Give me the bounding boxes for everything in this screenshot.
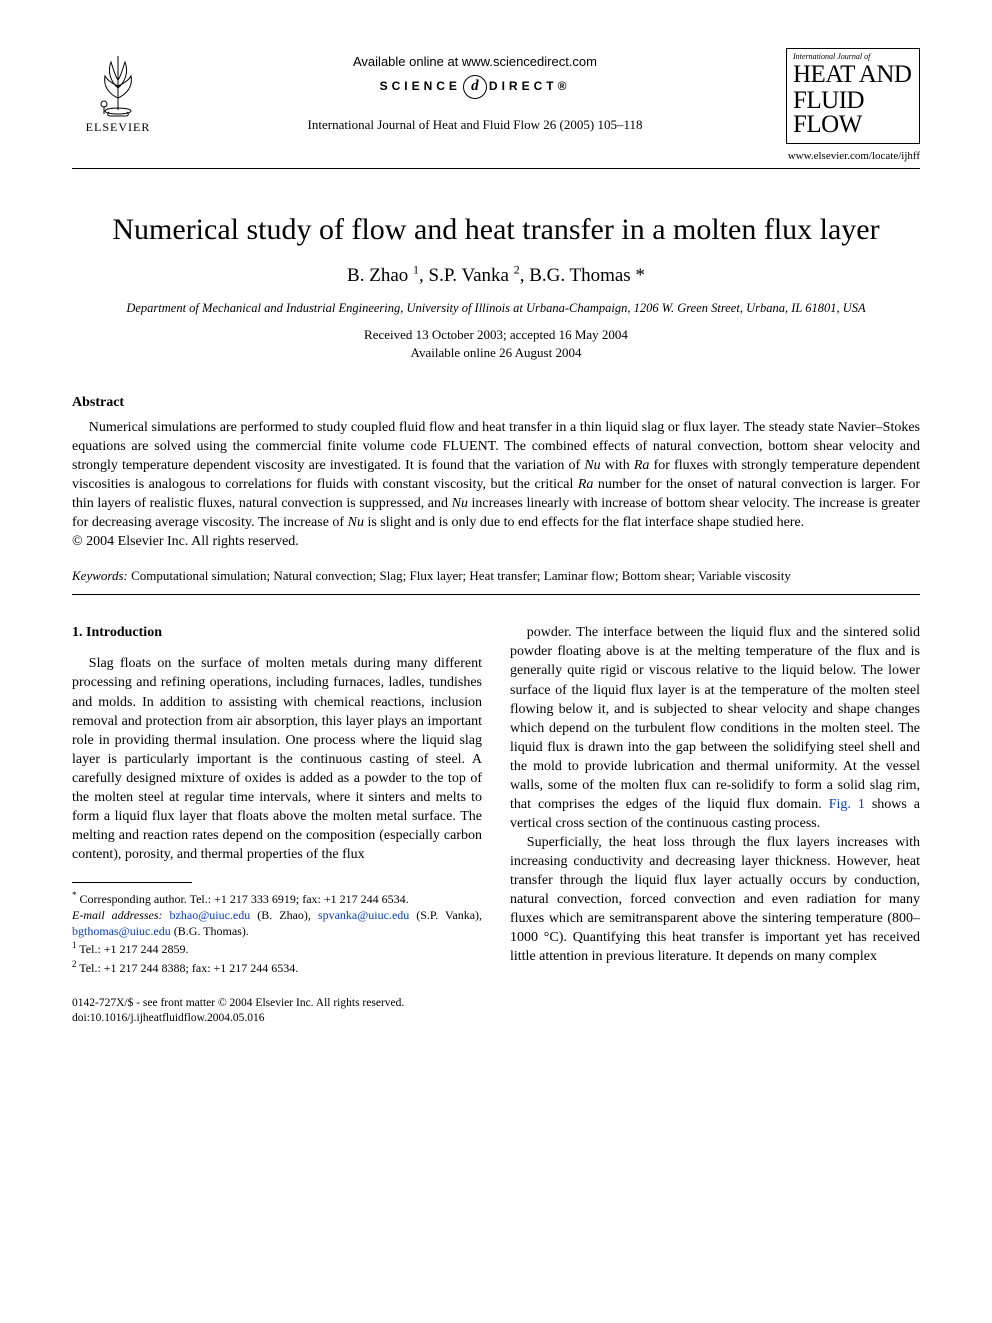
two-column-body: 1. Introduction Slag floats on the surfa… [72, 623, 920, 975]
email-link-3[interactable]: bgthomas@uiuc.edu [72, 924, 171, 938]
sd-right: DIRECT® [489, 79, 571, 93]
keywords-label: Keywords: [72, 568, 128, 583]
publisher-name: ELSEVIER [86, 120, 151, 135]
journal-url: www.elsevier.com/locate/ijhff [786, 150, 920, 162]
footnote-2: 2 Tel.: +1 217 244 8388; fax: +1 217 244… [72, 958, 482, 976]
keywords-list: Computational simulation; Natural convec… [131, 568, 791, 583]
elsevier-tree-icon [87, 48, 149, 118]
intro-p2: powder. The interface between the liquid… [510, 623, 920, 832]
intro-heading: 1. Introduction [72, 623, 482, 642]
article-title: Numerical study of flow and heat transfe… [72, 213, 920, 247]
header-row: ELSEVIER Available online at www.science… [72, 48, 920, 162]
header-rule [72, 168, 920, 169]
email-who-2: (S.P. Vanka), [416, 908, 482, 922]
keywords-line: Keywords: Computational simulation; Natu… [72, 568, 920, 584]
right-column: powder. The interface between the liquid… [510, 623, 920, 975]
journal-big-line2: FLUID FLOW [793, 89, 913, 137]
email-who-1: (B. Zhao), [257, 908, 311, 922]
affiliation: Department of Mechanical and Industrial … [72, 301, 920, 316]
copyright-line: © 2004 Elsevier Inc. All rights reserved… [72, 534, 920, 550]
sd-d-icon: d [463, 75, 487, 99]
intro-p1: Slag floats on the surface of molten met… [72, 654, 482, 863]
journal-small-line: International Journal of [793, 53, 913, 61]
intro-p3: Superficially, the heat loss through the… [510, 833, 920, 966]
page-container: ELSEVIER Available online at www.science… [0, 0, 992, 1066]
left-column: 1. Introduction Slag floats on the surfa… [72, 623, 482, 975]
abstract-heading: Abstract [72, 395, 920, 411]
email-link-2[interactable]: spvanka@uiuc.edu [318, 908, 409, 922]
mid-rule [72, 594, 920, 595]
footnotes-block: * Corresponding author. Tel.: +1 217 333… [72, 889, 482, 976]
footer-block: 0142-727X/$ - see front matter © 2004 El… [72, 996, 920, 1026]
journal-logo-block: International Journal of HEAT AND FLUID … [786, 48, 920, 162]
dates-block: Received 13 October 2003; accepted 16 Ma… [72, 326, 920, 361]
publisher-logo: ELSEVIER [72, 48, 164, 135]
journal-title-box: International Journal of HEAT AND FLUID … [786, 48, 920, 144]
email-footnote: E-mail addresses: bzhao@uiuc.edu (B. Zha… [72, 907, 482, 939]
fn2-text: Tel.: +1 217 244 8388; fax: +1 217 244 6… [79, 961, 298, 975]
footnote-rule [72, 882, 192, 883]
authors-line: B. Zhao 1, S.P. Vanka 2, B.G. Thomas * [72, 263, 920, 287]
available-online-date: Available online 26 August 2004 [72, 344, 920, 362]
sciencedirect-logo: SCIENCEdDIRECT® [164, 75, 786, 99]
received-accepted: Received 13 October 2003; accepted 16 Ma… [72, 326, 920, 344]
email-link-1[interactable]: bzhao@uiuc.edu [170, 908, 251, 922]
abstract-body: Numerical simulations are performed to s… [72, 419, 920, 532]
footer-line1: 0142-727X/$ - see front matter © 2004 El… [72, 996, 920, 1011]
footnote-1: 1 Tel.: +1 217 244 2859. [72, 939, 482, 957]
journal-big-line1: HEAT AND [793, 63, 913, 87]
authors-text: B. Zhao 1, S.P. Vanka 2, B.G. Thomas * [347, 265, 645, 286]
footer-line2: doi:10.1016/j.ijheatfluidflow.2004.05.01… [72, 1011, 920, 1026]
available-online-text: Available online at www.sciencedirect.co… [164, 54, 786, 69]
center-header: Available online at www.sciencedirect.co… [164, 48, 786, 133]
email-label: E-mail addresses: [72, 908, 163, 922]
sd-left: SCIENCE [380, 79, 461, 93]
email-who-3: (B.G. Thomas). [174, 924, 249, 938]
journal-reference: International Journal of Heat and Fluid … [164, 117, 786, 133]
corresponding-footnote: * Corresponding author. Tel.: +1 217 333… [72, 889, 482, 907]
corr-text: Corresponding author. Tel.: +1 217 333 6… [80, 892, 409, 906]
fn1-text: Tel.: +1 217 244 2859. [79, 942, 188, 956]
